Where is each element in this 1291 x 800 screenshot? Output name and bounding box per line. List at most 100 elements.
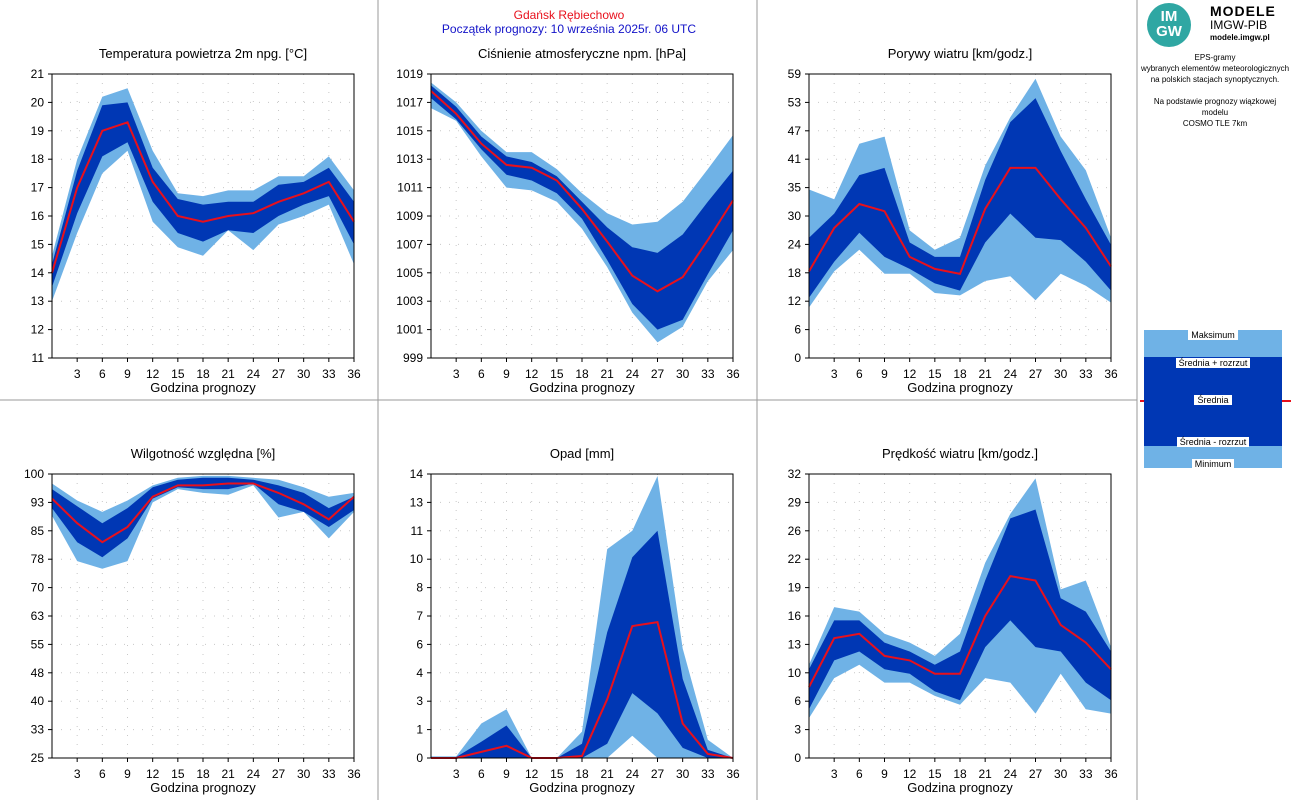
y-tick-label: 13 [31,294,45,308]
y-tick-label: 32 [788,467,802,481]
x-tick-label: 6 [856,367,863,381]
chart-header: Gdańsk Rębiechowo Początek prognozy: 10 … [380,8,758,36]
x-tick-label: 30 [676,767,690,781]
x-tick-label: 18 [196,767,210,781]
chart-title: Prędkość wiatru [km/godz.] [882,446,1038,461]
x-tick-label: 18 [196,367,210,381]
legend-min-band [1144,446,1282,468]
y-tick-label: 1 [416,723,423,737]
mean-line [51,482,355,544]
x-tick-label: 24 [1004,367,1018,381]
y-tick-label: 14 [410,467,424,481]
legend-max: Maksimum [1188,330,1238,340]
y-tick-label: 53 [788,95,802,109]
x-tick-label: 33 [1079,367,1093,381]
y-tick-label: 11 [32,351,45,365]
spread-band [52,477,354,558]
spread-band [809,509,1111,710]
legend-mean: Średnia [1194,395,1232,405]
x-axis-label: Godzina prognozy [907,380,1013,395]
info-line-3: na polskich stacjach synoptycznych. [1150,75,1280,84]
y-tick-label: 55 [31,637,45,651]
x-tick-label: 36 [726,367,740,381]
x-tick-label: 12 [146,367,160,381]
x-axis-label: Godzina prognozy [529,780,635,795]
y-tick-label: 18 [31,152,45,166]
x-tick-label: 9 [124,367,131,381]
x-axis-label: Godzina prognozy [907,780,1013,795]
legend-mean-minus: Średnia - rozrzut [1176,437,1250,447]
x-tick-label: 36 [347,367,361,381]
info-line-4: Na podstawie prognozy wiązkowej modelu [1153,97,1277,117]
y-tick-label: 93 [31,495,45,509]
y-tick-label: 41 [788,152,802,166]
y-tick-label: 12 [788,294,802,308]
y-tick-label: 3 [416,694,423,708]
y-tick-label: 11 [411,524,424,538]
y-tick-label: 14 [31,266,45,280]
x-tick-label: 3 [453,767,460,781]
mean-line [431,620,734,759]
y-tick-label: 47 [788,124,802,138]
y-tick-label: 21 [31,67,45,81]
x-tick-label: 27 [272,367,286,381]
y-tick-label: 1017 [396,95,423,109]
mean-line [808,574,1112,688]
y-tick-label: 1007 [396,237,423,251]
x-tick-label: 12 [525,767,539,781]
x-axis-label: Godzina prognozy [150,380,256,395]
x-tick-label: 27 [1029,367,1043,381]
y-tick-label: 22 [788,552,802,566]
x-tick-label: 9 [881,767,888,781]
y-tick-label: 17 [31,181,45,195]
chart-title: Ciśnienie atmosferyczne npm. [hPa] [478,46,686,61]
y-tick-label: 1003 [396,294,423,308]
y-tick-label: 25 [31,751,45,765]
x-tick-label: 33 [322,767,336,781]
x-tick-label: 15 [550,767,564,781]
station-name: Gdańsk Rębiechowo [513,8,625,22]
x-tick-label: 6 [99,767,106,781]
x-axis-label: Godzina prognozy [150,780,256,795]
mean-line [808,166,1112,275]
logo-subtitle: IMGW-PIB [1210,18,1268,32]
y-tick-label: 63 [31,609,45,623]
forecast-start: Początek prognozy: 10 września 2025r. 06… [441,22,697,36]
y-tick-label: 35 [788,181,802,195]
x-tick-label: 27 [272,767,286,781]
x-tick-label: 3 [831,767,838,781]
y-tick-label: 16 [788,609,802,623]
y-tick-label: 100 [24,467,44,481]
chart-panel-2: 999 1001 1003 1005 1007 1009 1011 1013 1015 1017 1… [396,46,740,395]
legend-mean-plus: Średnia + rozrzut [1175,358,1251,368]
y-tick-label: 18 [788,266,802,280]
x-tick-label: 24 [1004,767,1018,781]
y-tick-label: 1011 [397,181,423,195]
x-tick-label: 18 [953,767,967,781]
chart-title: Porywy wiatru [km/godz.] [888,46,1033,61]
info-line-5: COSMO TLE 7km [1182,119,1248,128]
y-tick-label: 0 [416,751,423,765]
x-tick-label: 21 [978,367,992,381]
x-tick-label: 33 [322,367,336,381]
y-tick-label: 59 [788,67,802,81]
y-tick-label: 19 [788,581,802,595]
y-tick-label: 16 [31,209,45,223]
logo-title: MODELE [1210,3,1276,19]
x-tick-label: 18 [575,767,589,781]
x-tick-label: 6 [99,367,106,381]
x-tick-label: 33 [701,367,715,381]
x-tick-label: 9 [503,367,510,381]
panel-dividers [0,0,1138,800]
x-tick-label: 36 [1104,767,1118,781]
y-tick-label: 7 [416,609,423,623]
y-tick-label: 85 [31,524,45,538]
x-tick-label: 15 [928,367,942,381]
y-tick-label: 40 [31,694,45,708]
x-tick-label: 12 [903,767,917,781]
y-tick-label: 1015 [396,124,423,138]
